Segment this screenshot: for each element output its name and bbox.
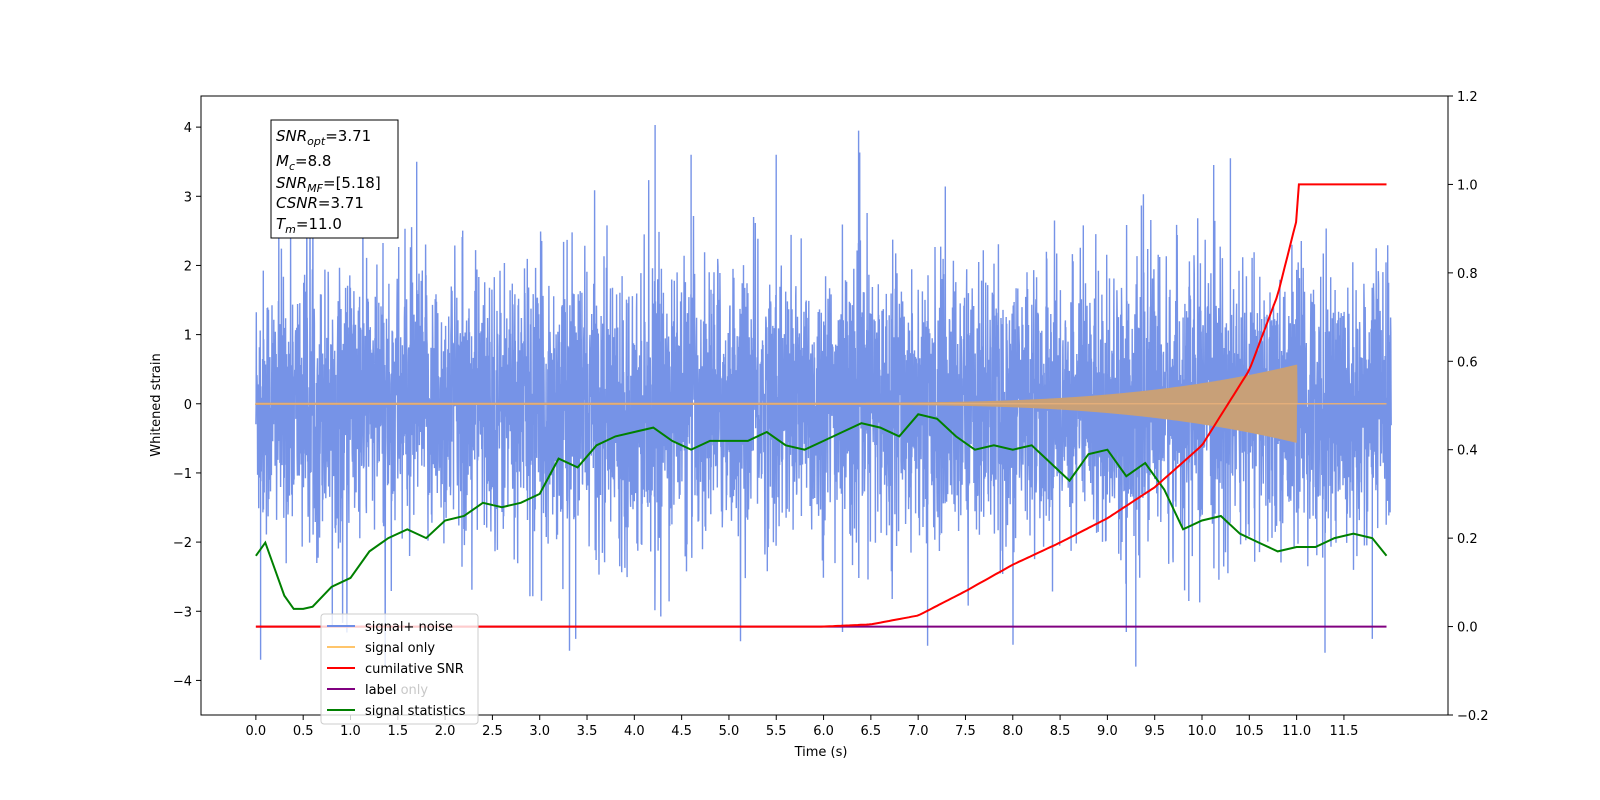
y2-tick-label: 0.2 [1457, 532, 1478, 547]
legend-entry-label: label only label [327, 683, 428, 698]
axes-frame [200, 95, 1449, 716]
x-tick-label: 6.5 [861, 724, 882, 739]
y-tick-label: 1 [184, 329, 192, 344]
x-tick-label: 6.0 [813, 724, 834, 739]
x-tick-label: 1.5 [387, 724, 408, 739]
x-tick-label: 9.0 [1097, 724, 1118, 739]
svg-text:signal only: signal only [365, 641, 435, 656]
x-tick-label: 11.5 [1329, 724, 1358, 739]
y2-tick-label: 0.8 [1457, 267, 1478, 282]
x-tick-label: 8.0 [1002, 724, 1023, 739]
series-signal-noise [255, 125, 1392, 667]
x-tick-label: 4.0 [624, 724, 645, 739]
info-box: SNRopt=3.71 Mc=8.8 SNRMF=[5.18] CSNR=3.7… [270, 119, 399, 239]
y2-tick-label: 0.6 [1457, 355, 1478, 370]
y-tick-label: −3 [173, 605, 192, 620]
x-tick-label: 10.5 [1235, 724, 1264, 739]
x-axis-label: Time (s) [794, 745, 848, 760]
y-tick-label: −1 [173, 467, 192, 482]
x-tick-label: 0.0 [246, 724, 267, 739]
y-tick-label: −2 [173, 536, 192, 551]
y2-tick-label: 1.0 [1457, 178, 1478, 193]
info-snr-opt: SNRopt=3.71 [276, 127, 371, 148]
svg-text:signal+ noise: signal+ noise [365, 620, 453, 635]
x-tick-label: 2.5 [482, 724, 503, 739]
svg-text:label: label [365, 683, 396, 698]
x-tick-label: 0.5 [293, 724, 314, 739]
info-mc: Mc=8.8 [276, 152, 331, 173]
y2-tick-label: 0.0 [1457, 621, 1478, 636]
x-tick-label: 8.5 [1050, 724, 1071, 739]
x-tick-label: 5.5 [766, 724, 787, 739]
legend-entry-signal-only: signal only [327, 641, 435, 656]
x-axis: 0.0 0.5 1.0 1.5 2.0 2.5 3.0 3.5 4.0 4.5 5.0 5.5 6.0 6… [246, 715, 1358, 739]
y-tick-label: 3 [184, 190, 192, 205]
series-signal-statistics [255, 413, 1388, 610]
x-tick-label: 1.0 [340, 724, 361, 739]
x-tick-label: 7.0 [908, 724, 929, 739]
y2-tick-label: 0.4 [1457, 444, 1478, 459]
x-tick-label: 10.0 [1188, 724, 1217, 739]
x-tick-label: 7.5 [955, 724, 976, 739]
x-tick-label: 9.5 [1144, 724, 1165, 739]
legend: signal+ noise signal only cumilative SNR… [320, 613, 479, 725]
legend-entry-signal-statistics: signal statistics [327, 704, 466, 719]
info-tm: Tm=11.0 [276, 215, 342, 236]
y-tick-label: −4 [173, 674, 192, 689]
y-tick-label: 4 [184, 121, 192, 136]
y-tick-label: 0 [184, 398, 192, 413]
y2-tick-label: 1.2 [1457, 90, 1478, 105]
y-axis-left: 4 3 2 1 0 −1 −2 −3 −4 [173, 121, 201, 689]
info-csnr: CSNR=3.71 [276, 194, 364, 212]
svg-text:cumilative SNR: cumilative SNR [365, 662, 464, 677]
legend-entry-cumulative-snr: cumilative SNR [327, 662, 464, 677]
x-tick-label: 2.0 [435, 724, 456, 739]
x-tick-label: 3.5 [577, 724, 598, 739]
svg-text:signal statistics: signal statistics [365, 704, 466, 719]
y2-tick-label: −0.2 [1457, 709, 1489, 724]
y-axis-label: Whitened strain [149, 353, 164, 456]
y-tick-label: 2 [184, 259, 192, 274]
x-tick-label: 11.0 [1282, 724, 1311, 739]
legend-entry-signal-noise: signal+ noise [327, 620, 453, 635]
info-snr-mf: SNRMF=[5.18] [276, 174, 381, 195]
x-tick-label: 5.0 [719, 724, 740, 739]
x-tick-label: 3.0 [529, 724, 550, 739]
x-tick-label: 4.5 [671, 724, 692, 739]
legend-ghost-label-only: label only [365, 683, 428, 698]
y-axis-right: 1.2 1.0 0.8 0.6 0.4 0.2 0.0 −0.2 [1448, 90, 1489, 724]
